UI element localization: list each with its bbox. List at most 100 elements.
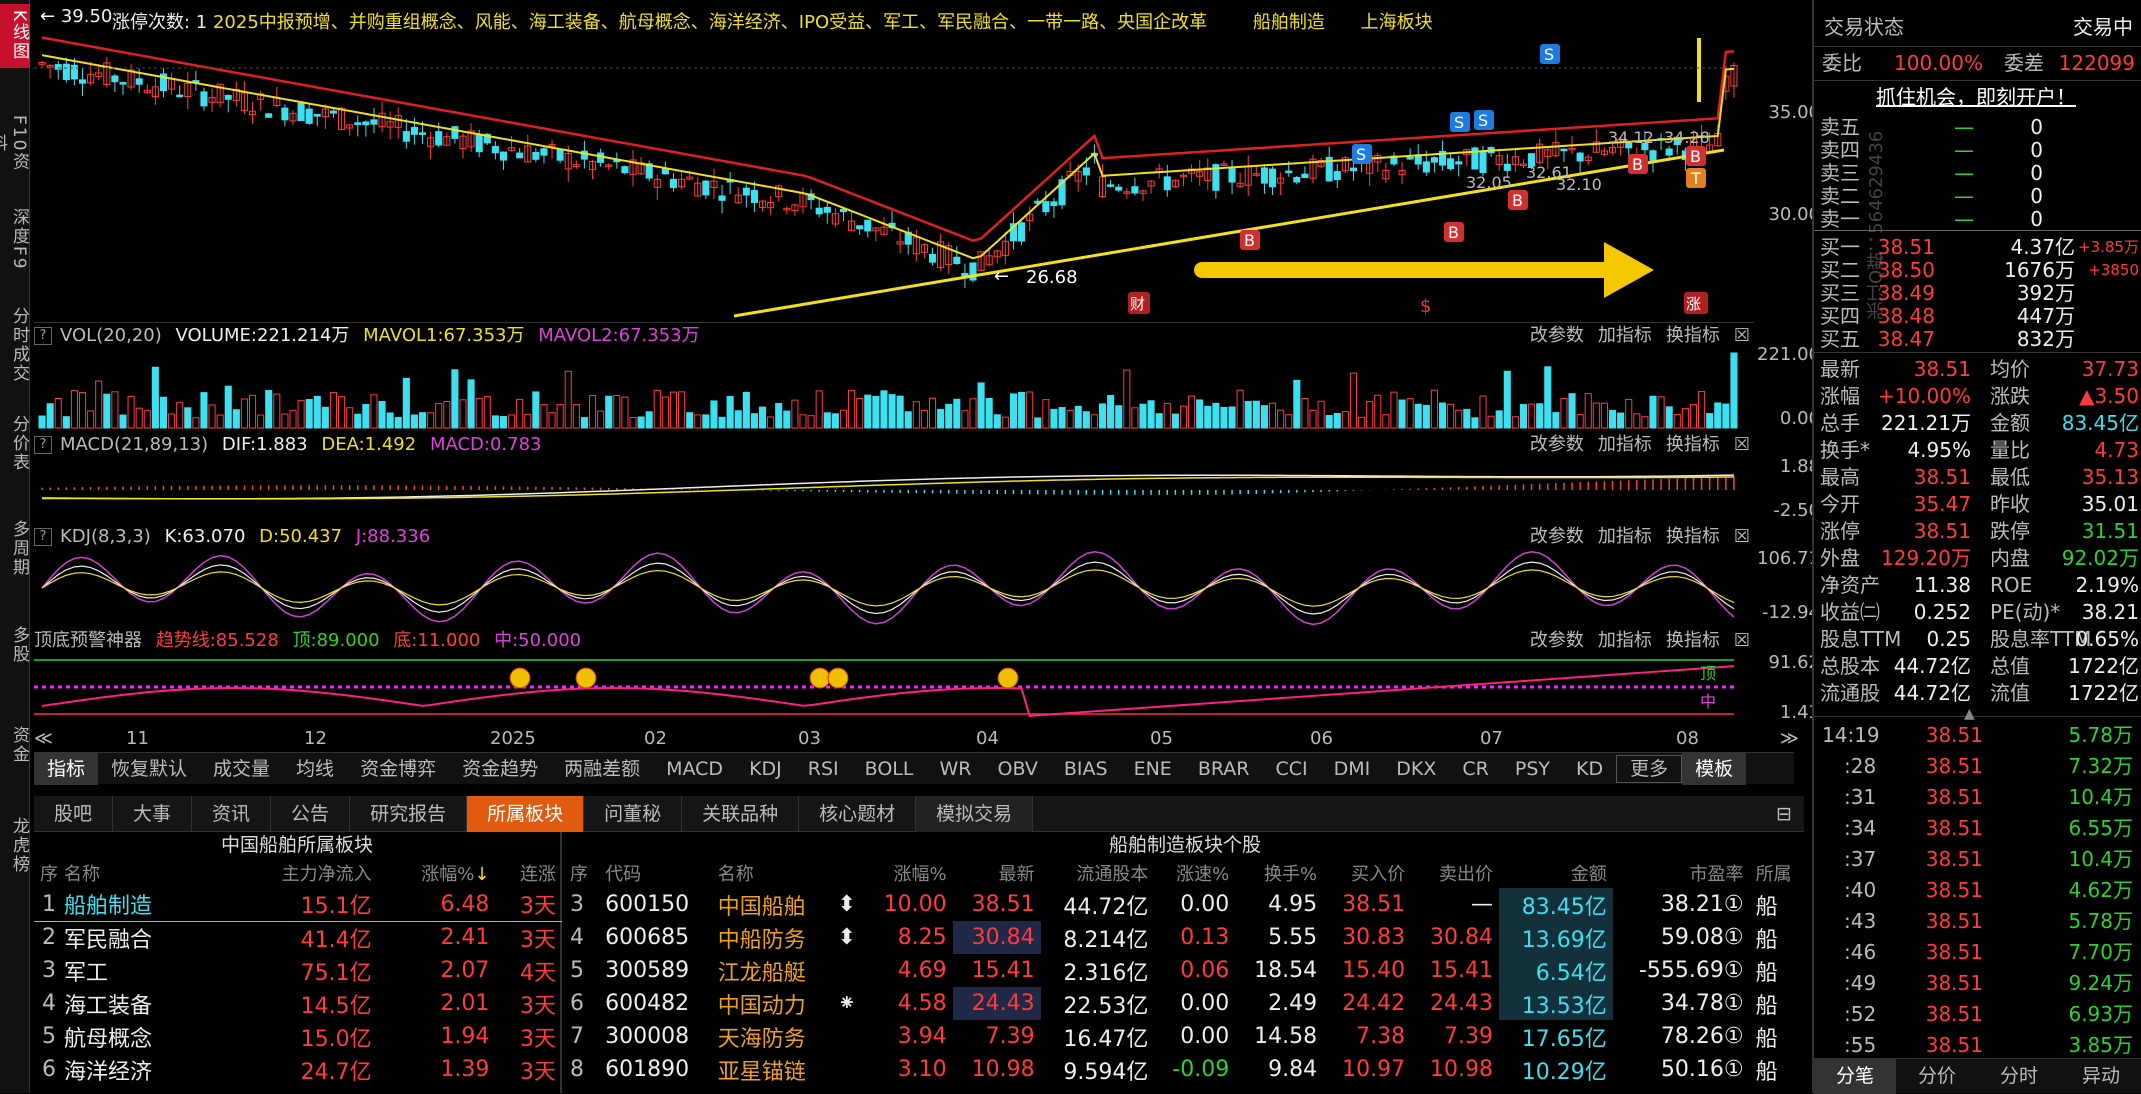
tab-volume[interactable]: 成交量: [213, 758, 271, 780]
volume-bar: [742, 391, 750, 429]
sector-row[interactable]: 1 船舶制造 15.1亿 6.48 3天: [34, 888, 562, 921]
sector-row[interactable]: 2 军民融合 41.4亿 2.41 3天: [42, 925, 556, 953]
switch-indicator-button[interactable]: 换指标: [1665, 325, 1720, 346]
tick-row: :43 38.51 5.78万: [1844, 909, 2133, 933]
kdj-chart: [41, 551, 1735, 626]
volume-bar: [281, 413, 289, 429]
help-icon[interactable]: ?: [34, 327, 52, 345]
candle: [750, 190, 758, 203]
nav-price-table[interactable]: 分价表: [9, 414, 29, 472]
candle: [653, 178, 661, 188]
candle: [1608, 146, 1617, 153]
candle: [1528, 153, 1536, 167]
nav-kline[interactable]: K线图: [0, 4, 30, 68]
help-icon[interactable]: ?: [34, 436, 52, 454]
kdj-header: ? KDJ(8,3,3) K:63.070 D:50.437 J:88.336 改…: [34, 524, 1754, 550]
volume-bar: [1430, 389, 1438, 429]
price-axis-30: 30.00: [1768, 204, 1820, 225]
volume-bar: [1657, 396, 1665, 429]
volume-bar: [394, 416, 402, 429]
stat-row: 股息TTM 0.25 股息率TTM 0.65%: [1820, 627, 2139, 651]
close-icon[interactable]: ☒: [1733, 434, 1750, 455]
nav-f10[interactable]: F10资料: [0, 114, 29, 172]
candle: [232, 88, 240, 101]
volume-bar: [1107, 394, 1115, 429]
stat-row: 流通股 44.72亿 流值 1722亿: [1820, 681, 2139, 705]
nav-depth[interactable]: 深度F9: [9, 207, 29, 271]
close-icon[interactable]: ☒: [1733, 630, 1750, 651]
volume-bar: [257, 414, 265, 429]
tab-indicator[interactable]: 指标: [34, 753, 99, 785]
volume-bar: [613, 395, 621, 429]
volume-bar: [702, 414, 710, 429]
stat-row: 总手 221.21万 金额 83.45亿: [1820, 411, 2139, 435]
candle: [346, 124, 354, 129]
edit-param-button[interactable]: 改参数: [1529, 325, 1584, 346]
close-icon[interactable]: ☒: [1733, 325, 1750, 346]
candle: [767, 201, 775, 209]
sector-row[interactable]: 6 海洋经济 24.7亿 1.39 3天: [42, 1057, 556, 1085]
volume-bar: [653, 389, 661, 429]
open-account-link[interactable]: 抓住机会，即刻开户！: [1876, 85, 2076, 109]
nav-multi-stock[interactable]: 多股: [9, 626, 29, 664]
scroll-up-icon[interactable]: ▲: [1964, 706, 1975, 722]
svg-text:财: 财: [1130, 295, 1145, 313]
template-button[interactable]: 模板: [1682, 753, 1747, 785]
candle: [1212, 164, 1220, 191]
volume-bar: [483, 396, 491, 429]
tick-row: 14:19 38.51 5.78万: [1822, 723, 2133, 747]
close-icon[interactable]: ☒: [1733, 526, 1750, 547]
industry-label[interactable]: 船舶制造: [1252, 12, 1325, 33]
stock-row[interactable]: 3 600150 中国船舶 ⬍ 10.00 38.51 44.72亿 0.00 4.95 38.5…: [564, 888, 1806, 921]
tab-reset[interactable]: 恢复默认: [111, 758, 188, 780]
sector-row[interactable]: 3 军工 75.1亿 2.07 4天: [42, 958, 556, 986]
tab-sector[interactable]: 所属板块: [467, 796, 585, 832]
help-icon[interactable]: ?: [34, 528, 52, 546]
volume-bar: [669, 391, 678, 429]
scroll-left-icon[interactable]: ≪: [34, 728, 53, 749]
candle: [289, 112, 297, 122]
tick-row: :31 38.51 10.4万: [1844, 785, 2133, 809]
volume-bar: [443, 400, 451, 429]
svg-text:32.61: 32.61: [1526, 163, 1572, 182]
candle: [524, 145, 532, 163]
scroll-right-icon[interactable]: ≫: [1780, 728, 1799, 749]
volume-bar: [297, 399, 305, 429]
candle: [1018, 222, 1026, 242]
volume-bar: [1050, 408, 1058, 429]
quote-bottom-tabs: 分笔 分价 分时 异动: [1814, 1058, 2141, 1094]
volume-bar: [1568, 393, 1576, 429]
volume-bar: [799, 414, 807, 429]
candle: [605, 164, 613, 167]
volume-bar: [556, 403, 564, 429]
volume-bar: [1212, 402, 1220, 429]
stock-row[interactable]: 4 600685 中船防务 ⬍ 8.25 30.84 8.214亿 0.13 5.55 30.83…: [564, 921, 1806, 954]
candle: [678, 178, 686, 188]
stock-row[interactable]: 5 300589 江龙船艇 4.69 15.41 2.316亿 0.06 18.54 15.40…: [564, 954, 1806, 987]
volume-bar: [1390, 391, 1398, 429]
candle: [718, 195, 726, 201]
board-label[interactable]: 上海板块: [1360, 12, 1433, 33]
volume-bar: [532, 391, 540, 429]
volume-bar: [1665, 406, 1673, 429]
candlestick-chart[interactable]: ← 26.68 S S S S B B B B B T 财 $ 涨 34.12 …: [34, 0, 1756, 320]
nav-trades[interactable]: 分时成交: [9, 307, 29, 383]
add-indicator-button[interactable]: 加指标: [1597, 325, 1652, 346]
stock-row[interactable]: 8 601890 亚星锚链 3.10 10.98 9.594亿 -0.09 9.84 10.97…: [570, 1057, 1778, 1085]
nav-fund[interactable]: 资金: [9, 726, 29, 764]
more-button[interactable]: 更多: [1616, 755, 1683, 783]
export-icon[interactable]: ⊟: [1776, 803, 1792, 825]
sector-row[interactable]: 5 航母概念 15.0亿 1.94 3天: [42, 1024, 556, 1052]
stock-row[interactable]: 7 300008 天海防务 3.94 7.39 16.47亿 0.00 14.58 7.38 7.…: [570, 1024, 1778, 1052]
svg-text:T: T: [1690, 169, 1701, 188]
tick-row: :46 38.51 7.70万: [1844, 940, 2133, 964]
concept-line: 涨停次数: 1 2025中报预增、并购重组概念、风能、海工装备、航母概念、海洋经…: [112, 8, 1433, 34]
candle: [993, 250, 1001, 258]
volume-bar: [1317, 400, 1325, 429]
volume-bar: [1236, 389, 1244, 429]
volume-bar: [1552, 412, 1560, 429]
sector-row[interactable]: 4 海工装备 14.5亿 2.01 3天: [42, 991, 556, 1019]
nav-multi-period[interactable]: 多周期: [9, 519, 29, 577]
stock-row[interactable]: 6 600482 中国动力 ⁕ 4.58 24.43 22.53亿 0.00 2.49 24.42…: [564, 987, 1806, 1020]
nav-dragon-tiger[interactable]: 龙虎榜: [9, 816, 29, 874]
